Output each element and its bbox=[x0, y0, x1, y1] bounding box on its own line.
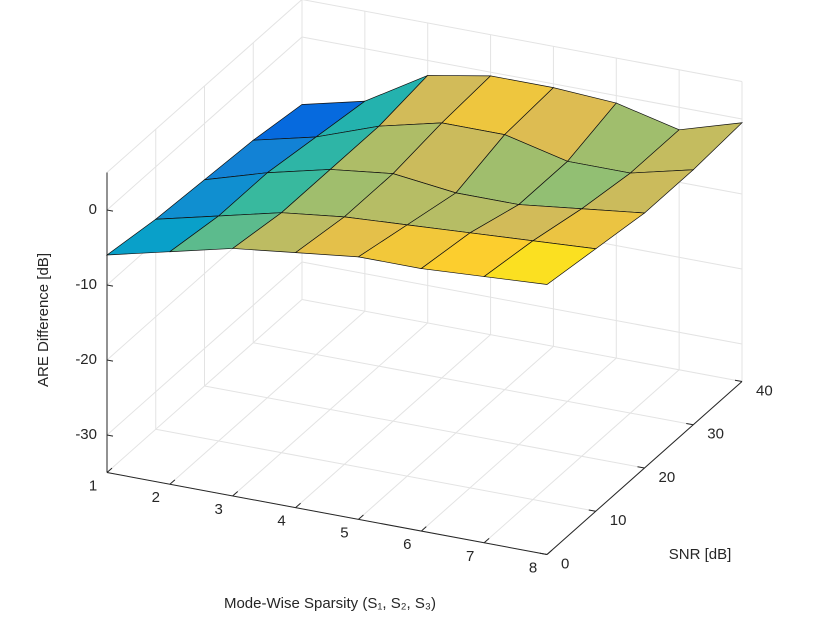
z-axis-label: ARE Difference [dB] bbox=[35, 253, 52, 387]
box-edge bbox=[106, 0, 303, 173]
z-tick bbox=[106, 284, 114, 287]
grid-line bbox=[155, 428, 596, 512]
x-tick bbox=[546, 549, 553, 555]
y-axis-label: SNR [dB] bbox=[669, 546, 732, 563]
x-tick-label: 5 bbox=[340, 524, 348, 541]
z-tick-label: -20 bbox=[75, 351, 97, 368]
x-tick bbox=[358, 514, 364, 520]
x-tick-label: 3 bbox=[215, 501, 223, 518]
surface-patch bbox=[483, 240, 597, 285]
x-tick-label: 4 bbox=[277, 513, 285, 530]
grid-line bbox=[301, 261, 743, 345]
x-tick bbox=[295, 502, 301, 509]
z-tick-label: -10 bbox=[75, 276, 97, 293]
x-tick-label: 8 bbox=[529, 559, 537, 576]
x-tick-label: 6 bbox=[403, 536, 411, 553]
x-tick bbox=[232, 491, 239, 497]
y-tick-label: 40 bbox=[756, 382, 773, 399]
grid-line bbox=[301, 299, 743, 382]
x-tick bbox=[420, 526, 427, 532]
x-tick-label: 1 bbox=[89, 477, 97, 494]
grid-line bbox=[253, 342, 694, 426]
y-tick bbox=[588, 509, 596, 512]
y-tick-label: 0 bbox=[561, 555, 569, 572]
box-edge bbox=[301, 0, 743, 82]
grid-line bbox=[301, 36, 743, 120]
x-tick-label: 2 bbox=[152, 489, 160, 506]
y-tick bbox=[637, 466, 645, 469]
x-tick bbox=[169, 479, 176, 485]
z-tick-label: -30 bbox=[75, 426, 97, 443]
x-tick bbox=[106, 467, 113, 473]
y-tick-label: 20 bbox=[659, 469, 676, 486]
y-tick bbox=[686, 422, 694, 426]
grid-line bbox=[204, 385, 645, 469]
z-tick-label: 0 bbox=[89, 201, 97, 218]
z-tick bbox=[106, 434, 114, 437]
y-tick-label: 30 bbox=[707, 426, 724, 443]
grid-line bbox=[106, 261, 303, 436]
x-axis bbox=[106, 472, 548, 555]
x-tick-label: 7 bbox=[466, 548, 474, 565]
z-tick bbox=[106, 209, 114, 212]
x-axis-label: Mode-Wise Sparsity (S₁, S₂, S₃) bbox=[224, 595, 436, 612]
grid-line bbox=[106, 36, 303, 211]
y-tick bbox=[539, 552, 548, 555]
y-tick bbox=[734, 379, 743, 382]
x-tick bbox=[483, 538, 490, 544]
z-tick bbox=[106, 359, 114, 362]
y-tick-label: 10 bbox=[610, 512, 627, 529]
